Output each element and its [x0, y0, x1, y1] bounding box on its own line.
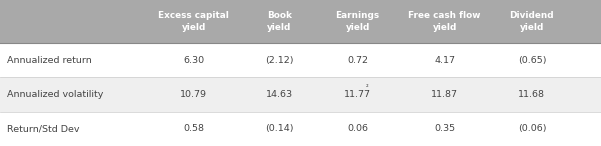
Text: (0.06): (0.06)	[517, 124, 546, 133]
Text: 4.17: 4.17	[435, 56, 455, 65]
Text: Annualized return: Annualized return	[7, 56, 92, 65]
Text: Book
yield: Book yield	[267, 12, 292, 32]
Text: (2.12): (2.12)	[265, 56, 294, 65]
Text: 0.06: 0.06	[347, 124, 368, 133]
Text: Dividend
yield: Dividend yield	[510, 12, 554, 32]
Text: 0.72: 0.72	[347, 56, 368, 65]
Text: Return/Std Dev: Return/Std Dev	[7, 124, 80, 133]
Text: 10.79: 10.79	[180, 90, 207, 99]
Text: ²: ²	[365, 85, 368, 91]
Text: 0.35: 0.35	[434, 124, 456, 133]
Bar	[0, 43, 601, 77]
Text: 14.63: 14.63	[266, 90, 293, 99]
Text: (0.14): (0.14)	[265, 124, 294, 133]
Text: Free cash flow
yield: Free cash flow yield	[409, 12, 481, 32]
Text: (0.65): (0.65)	[517, 56, 546, 65]
Text: 11.68: 11.68	[519, 90, 545, 99]
Text: 6.30: 6.30	[183, 56, 204, 65]
Text: Annualized volatility: Annualized volatility	[7, 90, 103, 99]
Text: Earnings
yield: Earnings yield	[335, 12, 380, 32]
Text: 0.58: 0.58	[183, 124, 204, 133]
Text: 11.77: 11.77	[344, 90, 371, 99]
Bar	[0, 112, 601, 146]
Text: Excess capital
yield: Excess capital yield	[159, 12, 229, 32]
Bar	[0, 0, 601, 43]
Text: 11.87: 11.87	[432, 90, 458, 99]
Bar	[0, 77, 601, 112]
